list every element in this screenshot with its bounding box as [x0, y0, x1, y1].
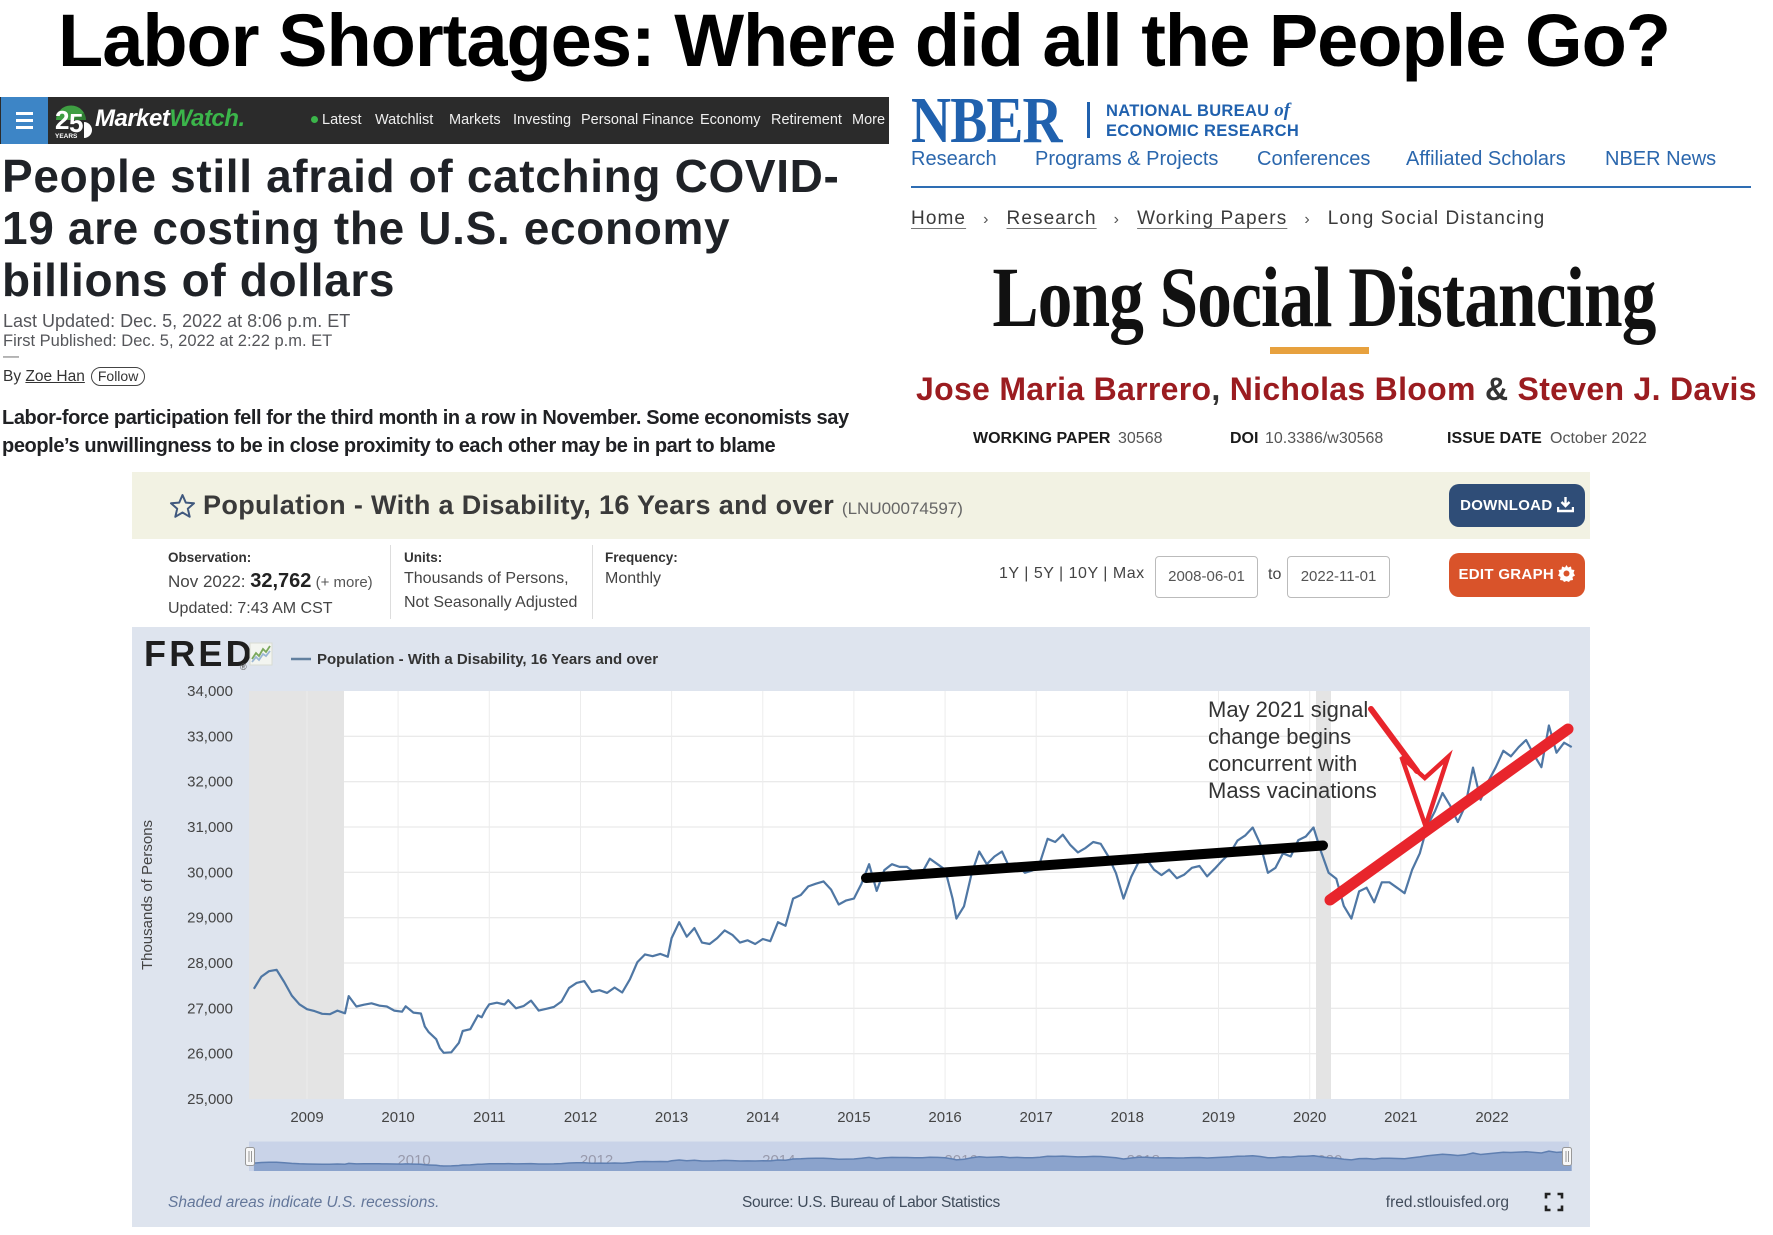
svg-text:2: 2 — [55, 105, 69, 135]
svg-text:2018: 2018 — [1111, 1109, 1144, 1126]
svg-text:change begins: change begins — [1208, 724, 1351, 749]
svg-text:2012: 2012 — [564, 1109, 597, 1126]
svg-text:fred.stlouisfed.org: fred.stlouisfed.org — [1386, 1194, 1509, 1211]
svg-text:2022: 2022 — [1475, 1109, 1508, 1126]
svg-text:2013: 2013 — [655, 1109, 688, 1126]
svg-text:Source: U.S. Bureau of Labor S: Source: U.S. Bureau of Labor Statistics — [742, 1194, 1001, 1211]
svg-text:FRED: FRED — [144, 633, 255, 674]
svg-text:2016: 2016 — [928, 1109, 961, 1126]
svg-text:31,000: 31,000 — [187, 819, 233, 836]
svg-text:33,000: 33,000 — [187, 728, 233, 745]
svg-text:2019: 2019 — [1202, 1109, 1235, 1126]
svg-text:34,000: 34,000 — [187, 683, 233, 700]
svg-text:2010: 2010 — [381, 1109, 414, 1126]
svg-text:YEARS: YEARS — [55, 133, 78, 140]
svg-text:Shaded areas indicate U.S. rec: Shaded areas indicate U.S. recessions. — [168, 1194, 439, 1211]
svg-text:29,000: 29,000 — [187, 910, 233, 927]
svg-text:32,000: 32,000 — [187, 774, 233, 791]
svg-text:25,000: 25,000 — [187, 1091, 233, 1108]
svg-text:2011: 2011 — [473, 1109, 505, 1126]
svg-text:27,000: 27,000 — [187, 1000, 233, 1017]
svg-text:2021: 2021 — [1384, 1109, 1417, 1126]
svg-text:28,000: 28,000 — [187, 955, 233, 972]
svg-text:2015: 2015 — [837, 1109, 870, 1126]
svg-text:5: 5 — [69, 108, 83, 138]
svg-text:2020: 2020 — [1293, 1109, 1326, 1126]
svg-text:26,000: 26,000 — [187, 1046, 233, 1063]
svg-text:®: ® — [240, 662, 247, 672]
svg-text:2014: 2014 — [746, 1109, 779, 1126]
svg-text:30,000: 30,000 — [187, 864, 233, 881]
svg-text:Mass vacinations: Mass vacinations — [1208, 778, 1377, 803]
svg-text:2009: 2009 — [290, 1109, 323, 1126]
svg-text:May 2021 signal: May 2021 signal — [1208, 697, 1368, 722]
svg-text:2017: 2017 — [1020, 1109, 1053, 1126]
svg-text:concurrent with: concurrent with — [1208, 751, 1357, 776]
svg-text:Population - With a Disability: Population - With a Disability, 16 Years… — [317, 651, 658, 668]
svg-text:Thousands of Persons: Thousands of Persons — [139, 820, 156, 970]
